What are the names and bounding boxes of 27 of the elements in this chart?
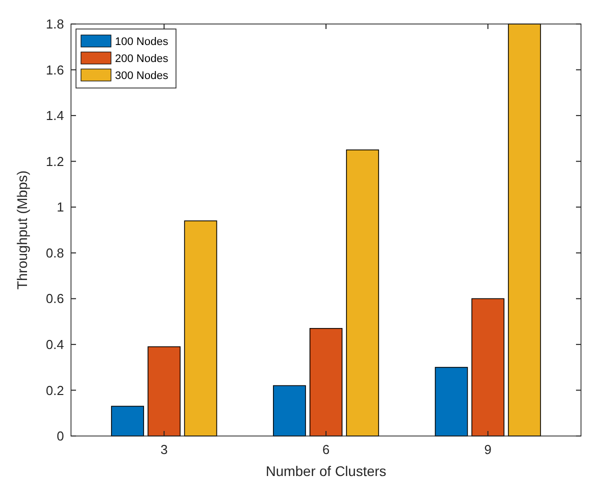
legend-label: 300 Nodes (115, 70, 169, 82)
legend-label: 200 Nodes (115, 53, 169, 65)
y-tick-label: 1.8 (46, 16, 64, 32)
bar (272, 385, 306, 436)
x-axis-title: Number of Clusters (266, 463, 386, 479)
y-tick-label: 0 (56, 428, 64, 444)
y-tick-label: 0.6 (46, 291, 64, 306)
y-tick-label: 0.4 (46, 336, 64, 352)
x-tick-label: 3 (160, 442, 168, 457)
bar (434, 366, 468, 436)
x-tick-label: 9 (484, 442, 492, 457)
bar (111, 406, 144, 436)
y-tick-label: 0.2 (46, 382, 64, 398)
bar (148, 346, 181, 436)
y-axis-title: Throughput (Mbps) (14, 170, 30, 290)
bar (310, 328, 342, 436)
legend-label: 100 Nodes (115, 36, 169, 48)
bar (184, 220, 218, 436)
y-tick-label: 1.4 (46, 108, 64, 124)
y-tick-label: 1 (56, 200, 64, 215)
bar (471, 298, 504, 436)
x-tick-label: 6 (322, 442, 330, 457)
y-tick-label: 1.6 (46, 62, 64, 78)
bar (346, 149, 380, 436)
bar (508, 24, 541, 436)
y-tick-label: 0.8 (46, 245, 64, 260)
y-tick-label: 1.2 (46, 154, 64, 169)
